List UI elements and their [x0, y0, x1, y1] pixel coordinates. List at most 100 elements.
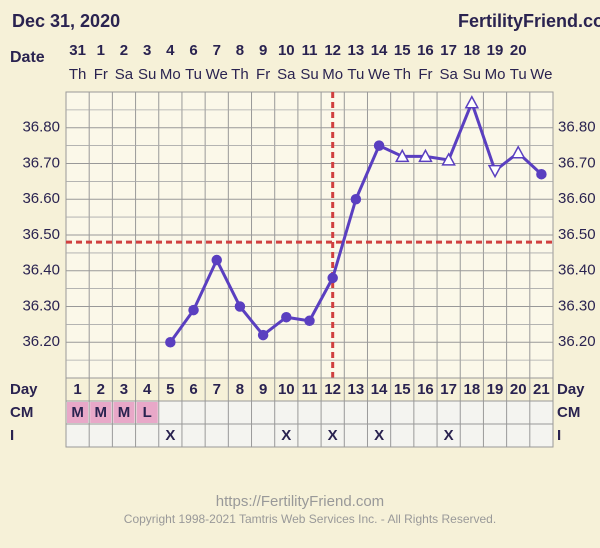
weekday-label: Su [300, 66, 318, 83]
cm-value: L [143, 404, 152, 421]
day-number: 17 [440, 381, 457, 398]
point [281, 311, 292, 323]
date-label: 15 [394, 42, 411, 59]
i_row-box [65, 423, 554, 448]
day_row-label-right: Day [557, 381, 585, 398]
y-tick-label: 36.40 [22, 262, 60, 279]
day-number: 15 [394, 381, 411, 398]
y-tick-label: 36.60 [22, 190, 60, 207]
weekday-label: Su [463, 66, 481, 83]
cm_row-label: CM [10, 404, 33, 421]
day-number: 12 [324, 381, 341, 398]
date-label: 10 [278, 42, 295, 59]
day-number: 21 [533, 381, 550, 398]
point [441, 152, 456, 166]
day-number: 18 [463, 381, 480, 398]
date-label: 1 [97, 42, 105, 59]
date-label: 2 [120, 42, 128, 59]
day-number: 11 [302, 381, 318, 398]
date-label: 7 [213, 42, 221, 59]
point [418, 148, 433, 163]
i_row-label-right: I [557, 427, 561, 444]
point [188, 304, 199, 316]
day-number: 20 [510, 381, 527, 398]
date-label: 16 [417, 42, 434, 59]
day-number: 7 [213, 381, 221, 398]
day-number: 4 [143, 381, 152, 398]
cm-cell [67, 402, 89, 423]
day-number: 8 [236, 381, 244, 398]
date-label: 12 [324, 42, 341, 59]
day-number: 6 [189, 381, 197, 398]
date-label: 9 [259, 42, 267, 59]
date-label: 18 [463, 42, 480, 59]
cm-value: M [95, 404, 108, 421]
chart-date: Dec 31, 2020 [12, 11, 120, 31]
weekday-label: We [530, 66, 552, 83]
y-tick-label-right: 36.70 [558, 154, 596, 171]
y-tick-label-right: 36.80 [558, 119, 596, 136]
day-number: 10 [278, 381, 295, 398]
date-label: 4 [166, 42, 175, 59]
point [510, 145, 526, 159]
day-number: 14 [371, 381, 388, 398]
date-label: 6 [189, 42, 197, 59]
intercourse-mark: X [328, 427, 338, 444]
date-label: 31 [69, 42, 86, 59]
day-number: 1 [73, 381, 81, 398]
y-tick-label: 36.30 [22, 297, 60, 314]
weekday-label: Fr [94, 66, 108, 83]
day-number: 9 [259, 381, 267, 398]
point [165, 337, 176, 348]
date-label: 17 [440, 42, 457, 59]
cm-value: M [118, 404, 131, 421]
weekday-label: We [206, 66, 228, 83]
intercourse-mark: X [281, 427, 291, 444]
weekday-label: Th [394, 66, 412, 83]
cm-value: M [71, 404, 84, 421]
point [257, 329, 269, 341]
date-label: 20 [510, 42, 527, 59]
point [327, 272, 338, 284]
date-label: Date [10, 49, 45, 66]
weekday-label: Mo [322, 66, 343, 83]
y-tick-label: 36.80 [22, 119, 60, 136]
footer-url: https://FertilityFriend.com [216, 493, 384, 510]
day-number: 5 [166, 381, 174, 398]
y-tick-label-right: 36.20 [558, 333, 596, 350]
weekday-label: Tu [185, 66, 202, 83]
weekday-label: Sa [277, 66, 296, 83]
day-number: 13 [348, 381, 365, 398]
date-label: 13 [348, 42, 365, 59]
cm-cell [113, 402, 135, 423]
day_row-label: Day [10, 381, 38, 398]
intercourse-mark: X [444, 427, 454, 444]
point [350, 194, 362, 205]
y-tick-label: 36.20 [22, 333, 60, 350]
date-label: 19 [487, 42, 504, 59]
day-number: 3 [120, 381, 128, 398]
point [211, 254, 222, 266]
weekday-label: Fr [418, 66, 432, 83]
intercourse-mark: X [165, 427, 175, 444]
y-tick-label: 36.50 [22, 226, 60, 243]
weekday-label: Fr [256, 66, 270, 83]
site-name: FertilityFriend.com [458, 11, 600, 31]
weekday-label: Su [138, 66, 156, 83]
day-number: 16 [417, 381, 434, 398]
point [536, 168, 547, 180]
weekday-label: Mo [160, 66, 181, 83]
weekday-label: Tu [510, 66, 527, 83]
copyright: Copyright 1998-2021 Tamtris Web Services… [124, 512, 496, 526]
weekday-label: Th [69, 66, 87, 83]
point [373, 140, 385, 151]
weekday-label: Sa [115, 66, 134, 83]
point [394, 148, 410, 163]
cm-cell [90, 402, 112, 423]
cm_row-label-right: CM [557, 404, 580, 421]
date-label: 11 [302, 42, 318, 59]
y-tick-label-right: 36.30 [558, 297, 596, 314]
cm-cell [136, 402, 158, 423]
weekday-label: Th [231, 66, 249, 83]
